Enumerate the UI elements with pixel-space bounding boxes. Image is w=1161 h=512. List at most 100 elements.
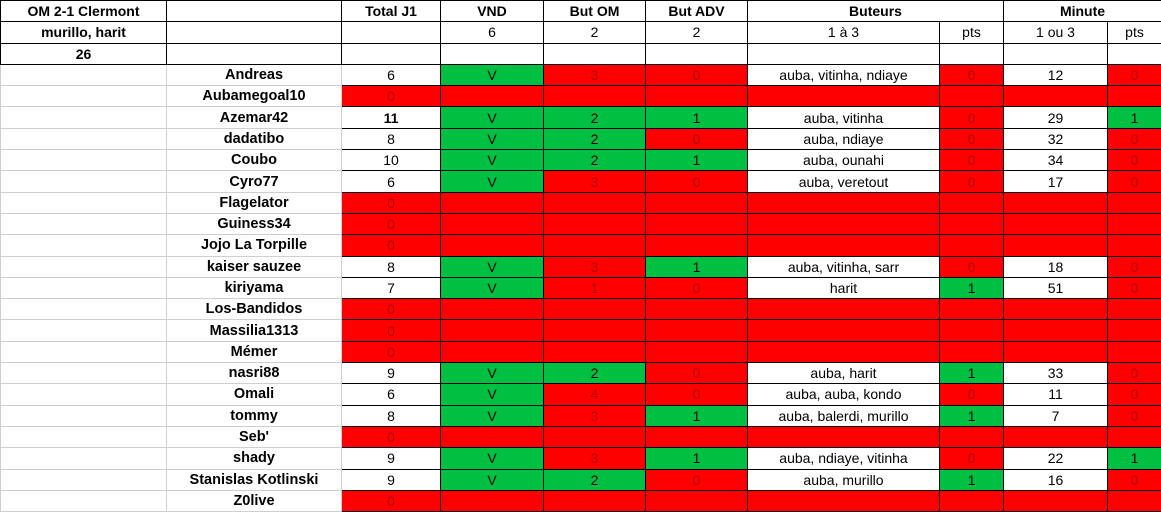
empty-red-cell[interactable] <box>645 489 748 512</box>
player-name-cell[interactable]: Seb' <box>166 425 342 449</box>
player-name-cell[interactable]: Aubamegoal10 <box>166 85 342 108</box>
sub-vnd[interactable]: 6 <box>440 21 544 44</box>
empty-red-cell[interactable] <box>543 234 646 257</box>
player-name-cell[interactable]: Guiness34 <box>166 212 342 236</box>
total-cell[interactable]: 0 <box>341 340 441 364</box>
but-om-cell[interactable]: 3 <box>543 447 646 470</box>
empty-red-cell[interactable] <box>1106 340 1161 364</box>
minute-pts-cell[interactable]: 0 <box>1106 255 1161 278</box>
player-name-cell[interactable]: tommy <box>166 404 342 427</box>
empty-red-cell[interactable] <box>1106 489 1161 512</box>
empty-red-cell[interactable] <box>1003 319 1108 342</box>
empty-cell[interactable] <box>166 21 342 44</box>
left-empty-cell[interactable] <box>0 63 167 87</box>
but-adv-cell[interactable]: 0 <box>645 276 748 300</box>
minute-value-cell[interactable]: 33 <box>1003 362 1108 385</box>
but-adv-cell[interactable]: 0 <box>645 362 748 385</box>
player-name-cell[interactable]: kiriyama <box>166 276 342 300</box>
total-cell[interactable]: 0 <box>341 425 441 449</box>
player-name-cell[interactable]: Coubo <box>166 149 342 172</box>
sub-buteurs[interactable]: 1 à 3 <box>747 21 940 44</box>
left-empty-cell[interactable] <box>0 362 167 385</box>
player-name-cell[interactable]: Jojo La Torpille <box>166 234 342 257</box>
player-name-cell[interactable]: Omali <box>166 383 342 406</box>
buteurs-cell[interactable]: auba, vitinha <box>747 106 940 129</box>
vnd-cell[interactable]: V <box>440 170 544 193</box>
buteurs-pts-cell[interactable]: 0 <box>939 255 1004 278</box>
but-om-cell[interactable]: 2 <box>543 106 646 129</box>
but-adv-cell[interactable]: 0 <box>645 170 748 193</box>
but-om-cell[interactable]: 3 <box>543 255 646 278</box>
buteurs-cell[interactable]: auba, auba, kondo <box>747 383 940 406</box>
empty-red-cell[interactable] <box>1106 234 1161 257</box>
player-name-cell[interactable]: Los-Bandidos <box>166 298 342 321</box>
player-name-cell[interactable]: Azemar42 <box>166 106 342 129</box>
empty-red-cell[interactable] <box>939 234 1004 257</box>
empty-cell[interactable] <box>543 42 646 65</box>
left-empty-cell[interactable] <box>0 255 167 278</box>
empty-red-cell[interactable] <box>543 489 646 512</box>
vnd-cell[interactable]: V <box>440 447 544 470</box>
empty-red-cell[interactable] <box>747 234 940 257</box>
empty-red-cell[interactable] <box>1003 489 1108 512</box>
empty-red-cell[interactable] <box>939 212 1004 236</box>
empty-red-cell[interactable] <box>939 425 1004 449</box>
buteurs-cell[interactable]: auba, ounahi <box>747 149 940 172</box>
buteurs-pts-cell[interactable]: 0 <box>939 170 1004 193</box>
empty-cell[interactable] <box>1003 42 1108 65</box>
empty-red-cell[interactable] <box>645 212 748 236</box>
but-adv-cell[interactable]: 1 <box>645 447 748 470</box>
minute-pts-cell[interactable]: 0 <box>1106 468 1161 491</box>
empty-cell[interactable] <box>1106 42 1161 65</box>
but-om-cell[interactable]: 3 <box>543 63 646 87</box>
empty-red-cell[interactable] <box>1003 191 1108 214</box>
empty-red-cell[interactable] <box>747 340 940 364</box>
vnd-cell[interactable]: V <box>440 149 544 172</box>
player-name-cell[interactable]: kaiser sauzee <box>166 255 342 278</box>
empty-red-cell[interactable] <box>1003 425 1108 449</box>
minute-value-cell[interactable]: 22 <box>1003 447 1108 470</box>
minute-pts-cell[interactable]: 0 <box>1106 170 1161 193</box>
minute-pts-cell[interactable]: 0 <box>1106 127 1161 151</box>
empty-red-cell[interactable] <box>440 212 544 236</box>
left-empty-cell[interactable] <box>0 319 167 342</box>
empty-red-cell[interactable] <box>747 425 940 449</box>
buteurs-cell[interactable]: auba, balerdi, murillo <box>747 404 940 427</box>
minute-value-cell[interactable]: 29 <box>1003 106 1108 129</box>
total-cell[interactable]: 8 <box>341 404 441 427</box>
header-but-om[interactable]: But OM <box>543 0 646 23</box>
but-adv-cell[interactable]: 1 <box>645 255 748 278</box>
minute-value-cell[interactable]: 34 <box>1003 149 1108 172</box>
vnd-cell[interactable]: V <box>440 276 544 300</box>
total-cell[interactable]: 11 <box>341 106 441 129</box>
scorers-cell[interactable]: murillo, harit <box>0 21 167 44</box>
total-cell[interactable]: 0 <box>341 234 441 257</box>
total-cell[interactable]: 9 <box>341 468 441 491</box>
but-adv-cell[interactable]: 0 <box>645 468 748 491</box>
left-empty-cell[interactable] <box>0 276 167 300</box>
empty-red-cell[interactable] <box>543 340 646 364</box>
left-empty-cell[interactable] <box>0 468 167 491</box>
but-adv-cell[interactable]: 0 <box>645 127 748 151</box>
sub-minute-pts[interactable]: pts <box>1106 21 1161 44</box>
empty-red-cell[interactable] <box>1003 298 1108 321</box>
minute-pts-cell[interactable]: 0 <box>1106 276 1161 300</box>
empty-red-cell[interactable] <box>1106 425 1161 449</box>
empty-red-cell[interactable] <box>747 191 940 214</box>
but-om-cell[interactable]: 2 <box>543 149 646 172</box>
header-vnd[interactable]: VND <box>440 0 544 23</box>
player-name-cell[interactable]: Stanislas Kotlinski <box>166 468 342 491</box>
vnd-cell[interactable]: V <box>440 127 544 151</box>
left-empty-cell[interactable] <box>0 191 167 214</box>
header-total[interactable]: Total J1 <box>341 0 441 23</box>
empty-red-cell[interactable] <box>440 234 544 257</box>
left-empty-cell[interactable] <box>0 106 167 129</box>
empty-red-cell[interactable] <box>1106 85 1161 108</box>
total-cell[interactable]: 0 <box>341 212 441 236</box>
total-cell[interactable]: 0 <box>341 85 441 108</box>
but-om-cell[interactable]: 3 <box>543 170 646 193</box>
empty-red-cell[interactable] <box>1003 85 1108 108</box>
empty-red-cell[interactable] <box>747 212 940 236</box>
empty-red-cell[interactable] <box>645 425 748 449</box>
empty-red-cell[interactable] <box>939 489 1004 512</box>
